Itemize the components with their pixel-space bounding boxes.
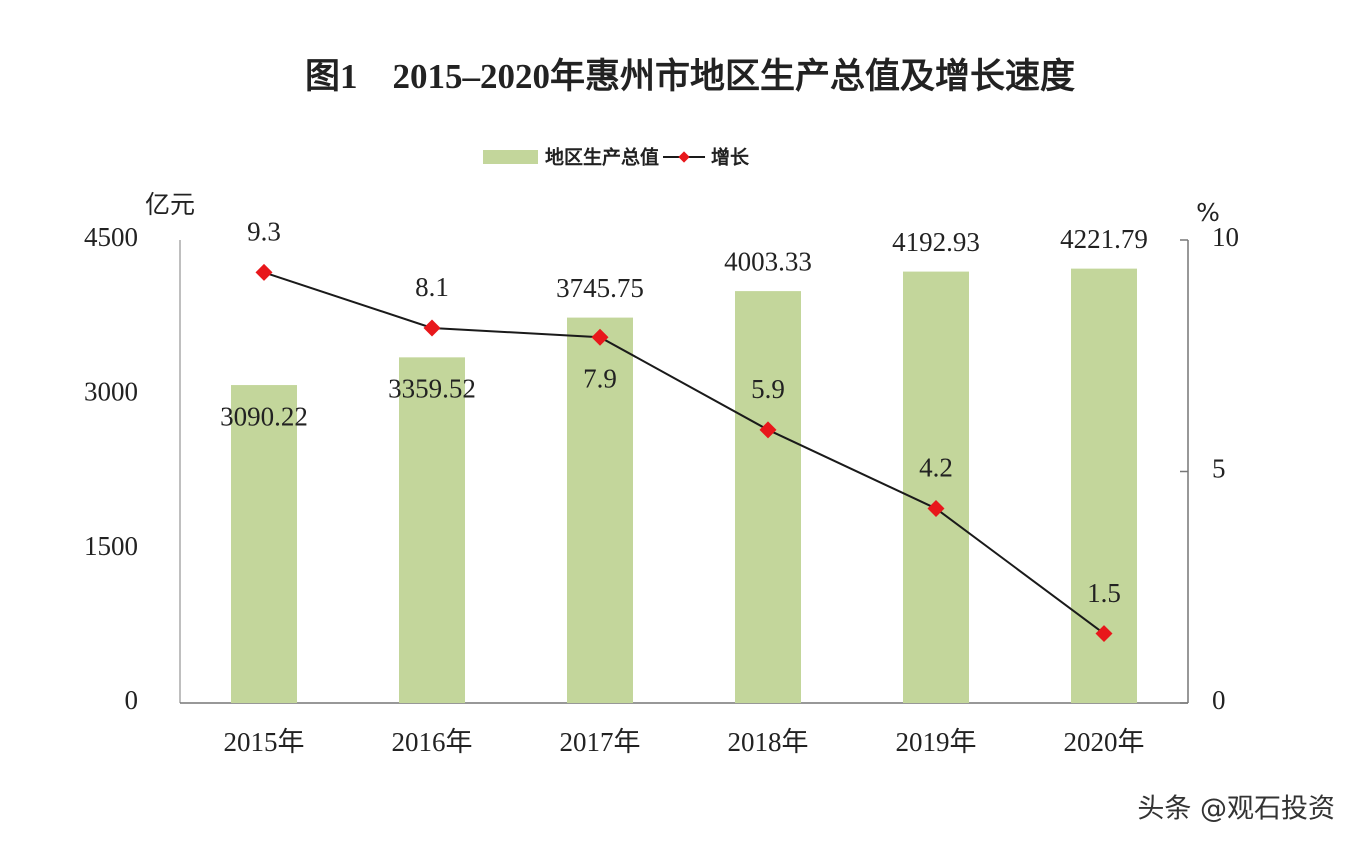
x-tick-label: 2017年: [560, 727, 641, 757]
line-marker: [1095, 625, 1113, 643]
line-marker: [423, 319, 441, 337]
line: [263, 271, 1105, 635]
line-marker: [927, 500, 945, 518]
chart-title: 图1 2015–2020年惠州市地区生产总值及增长速度: [305, 57, 1075, 96]
x-tick-label: 2019年: [896, 727, 977, 757]
y-tick-label: 1500: [84, 531, 138, 561]
y-tick-label: 0: [125, 685, 139, 715]
bar: [399, 357, 465, 703]
y-tick-label: 3000: [84, 377, 138, 407]
data-label: 1.5: [1087, 578, 1121, 608]
bar: [735, 291, 801, 703]
x-tick-label: 2020年: [1064, 727, 1145, 757]
data-label: 3359.52: [388, 374, 476, 404]
data-label: 3090.22: [220, 401, 308, 431]
legend-label: 地区生产总值: [545, 146, 659, 169]
data-label: 7.9: [583, 363, 617, 393]
data-label: 5.9: [751, 374, 785, 404]
legend-label: 增长: [711, 146, 750, 169]
data-label: 4221.79: [1060, 224, 1148, 254]
data-label: 4003.33: [724, 246, 812, 276]
data-label: 8.1: [415, 272, 449, 302]
x-tick-label: 2016年: [392, 727, 473, 757]
y2-tick-label: 10: [1212, 222, 1239, 252]
data-label: 4192.93: [892, 227, 980, 257]
bar: [567, 317, 633, 703]
data-label: 4.2: [919, 453, 953, 483]
line-marker: [255, 263, 273, 281]
y2-tick-label: 0: [1212, 685, 1226, 715]
y-axis-label: 亿元: [145, 190, 195, 219]
y2-tick-label: 5: [1212, 454, 1226, 484]
x-tick-label: 2015年: [224, 727, 305, 757]
y-tick-label: 4500: [84, 222, 138, 252]
line-marker: [759, 421, 777, 439]
legend-swatch: [678, 151, 690, 163]
line-marker: [591, 328, 609, 346]
watermark: 头条 @观石投资: [1137, 794, 1335, 825]
bar: [231, 385, 297, 703]
y2-axis-label: %: [1196, 198, 1220, 227]
data-label: 3745.75: [556, 273, 644, 303]
x-tick-label: 2018年: [728, 727, 809, 757]
legend-swatch: [483, 150, 538, 164]
bar: [903, 271, 969, 703]
data-label: 9.3: [247, 217, 281, 247]
